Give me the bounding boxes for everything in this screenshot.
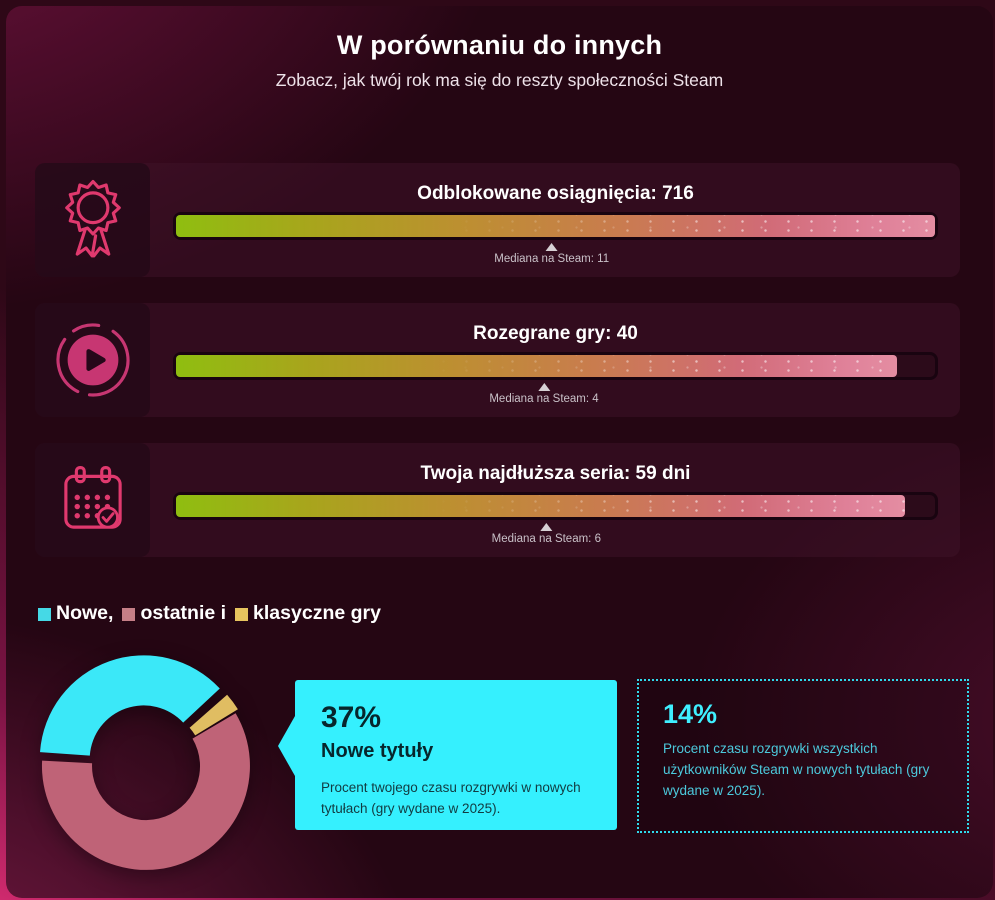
new-titles-callout: 37% Nowe tytuły Procent twojego czasu ro… — [278, 680, 617, 830]
page-title: W porównaniu do innych — [336, 30, 663, 60]
legend-swatch-recent — [122, 608, 136, 621]
header: W porównaniu do innych Zobacz, jak twój … — [6, 30, 993, 91]
benchmark-percent: 14% — [663, 699, 718, 729]
streak-bar-fill — [176, 495, 905, 517]
callout-description: Procent twojego czasu rozgrywki w nowych… — [321, 780, 581, 816]
achievements-median-marker: Mediana na Steam: 11 — [494, 243, 609, 265]
stat-row-streak: Twoja najdłuższa seria: 59 dni Mediana n… — [35, 443, 960, 557]
achievements-median-zone: Mediana na Steam: 11 — [173, 240, 938, 276]
legend-item-classic: klasyczne gry — [235, 602, 381, 625]
replay-comparison-card: W porównaniu do innych Zobacz, jak twój … — [6, 6, 993, 898]
games-bar-track — [173, 352, 938, 380]
achievements-label: Odblokowane osiągnięcia: 716 — [417, 183, 694, 204]
games-label: Rozegrane gry: 40 — [473, 323, 638, 344]
legend-swatch-classic — [235, 608, 249, 621]
donut-slice-new — [40, 655, 220, 756]
median-triangle-icon — [545, 243, 558, 251]
playtime-donut-chart — [40, 655, 250, 870]
legend-item-new: Nowe, — [38, 602, 113, 625]
streak-content: Twoja najdłuższa seria: 59 dni Mediana n… — [173, 443, 938, 557]
median-triangle-icon — [538, 383, 551, 391]
streak-label: Twoja najdłuższa seria: 59 dni — [420, 463, 691, 484]
achievements-icon-tile — [35, 163, 150, 277]
legend-label-new: Nowe, — [56, 602, 114, 624]
streak-median-marker: Mediana na Steam: 6 — [492, 523, 601, 545]
page-subtitle: Zobacz, jak twój rok ma się do reszty sp… — [275, 70, 724, 90]
callout-percent: 37% — [321, 701, 382, 734]
legend-label-recent: ostatnie i — [140, 602, 227, 624]
games-median-label: Mediana na Steam: 4 — [489, 393, 599, 405]
calendar-check-icon — [63, 466, 122, 529]
award-icon — [64, 179, 121, 258]
donut-slice-recent — [41, 713, 250, 870]
play-icon — [55, 323, 130, 397]
games-median-marker: Mediana na Steam: 4 — [489, 383, 599, 405]
games-content: Rozegrane gry: 40 Mediana na Steam: 4 — [173, 303, 938, 417]
achievements-content: Odblokowane osiągnięcia: 716 Mediana na … — [173, 163, 938, 277]
achievements-median-label: Mediana na Steam: 11 — [494, 253, 610, 265]
benchmark-description: Procent czasu rozgrywki wszystkich użytk… — [663, 741, 930, 798]
callout-title: Nowe tytuły — [321, 740, 434, 762]
steam-average-box: 14% Procent czasu rozgrywki wszystkich u… — [637, 679, 969, 833]
achievements-bar-track — [173, 212, 938, 240]
donut-slice-classic — [189, 694, 238, 736]
playtime-legend: Nowe, ostatnie i klasyczne gry — [38, 602, 381, 625]
streak-median-zone: Mediana na Steam: 6 — [173, 520, 938, 556]
games-icon-tile — [35, 303, 150, 417]
streak-median-label: Mediana na Steam: 6 — [491, 533, 601, 545]
legend-item-recent: ostatnie i — [122, 602, 226, 625]
streak-icon-tile — [35, 443, 150, 557]
legend-label-classic: klasyczne gry — [253, 602, 381, 624]
callout-tail — [278, 716, 295, 776]
games-median-zone: Mediana na Steam: 4 — [173, 380, 938, 416]
games-bar-fill — [176, 355, 898, 377]
legend-swatch-new — [38, 608, 51, 621]
streak-bar-track — [173, 492, 938, 520]
median-triangle-icon — [540, 523, 553, 531]
achievements-bar-fill — [176, 215, 935, 237]
stat-row-achievements: Odblokowane osiągnięcia: 716 Mediana na … — [35, 163, 960, 277]
stat-row-games-played: Rozegrane gry: 40 Mediana na Steam: 4 — [35, 303, 960, 417]
